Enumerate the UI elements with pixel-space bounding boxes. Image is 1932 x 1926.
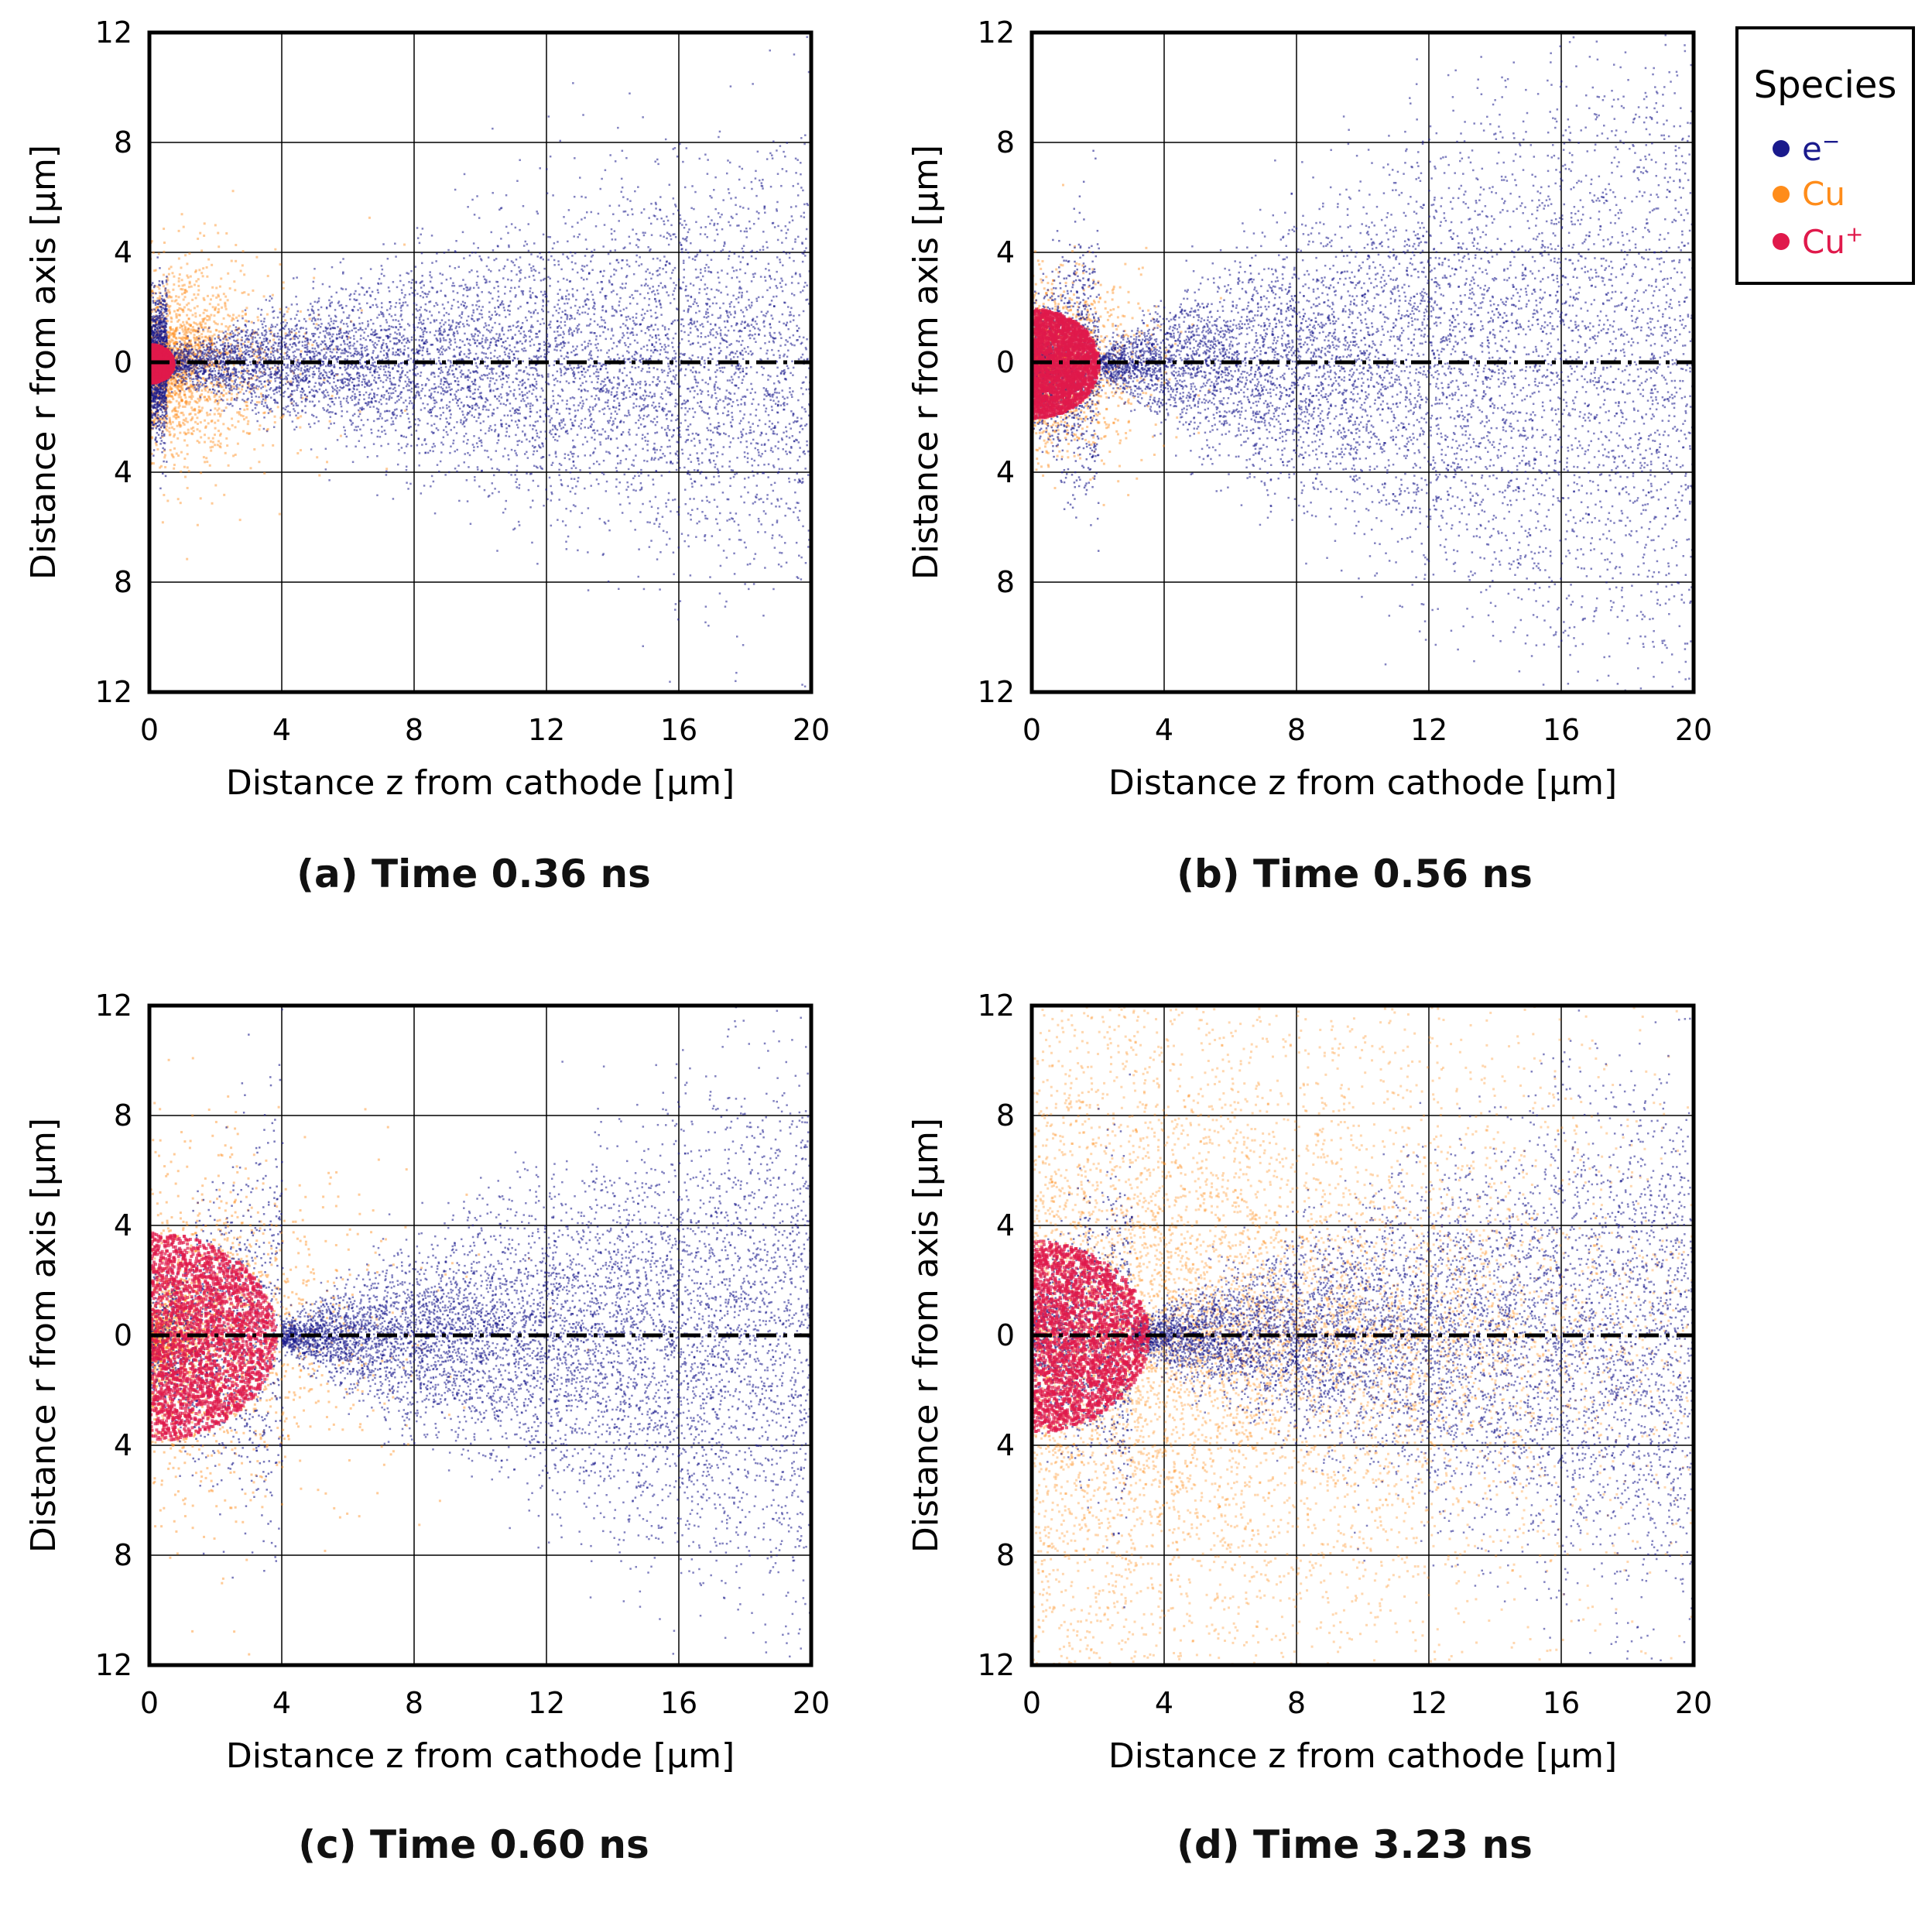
y-tick-label: 4 xyxy=(996,235,1015,269)
y-tick-label: 8 xyxy=(996,1098,1015,1133)
y-tick-label: 8 xyxy=(996,565,1015,599)
legend-item-cu: Cu xyxy=(1773,175,1845,213)
y-tick-label: 4 xyxy=(114,235,132,269)
x-tick-label: 8 xyxy=(1287,1686,1306,1720)
x-tick-label: 20 xyxy=(1675,1686,1712,1720)
panel-c: 0 4 8 12 16 20 12 8 4 0 4 8 12 Distance z from cathod… xyxy=(24,989,830,1776)
x-tick-label: 8 xyxy=(1287,713,1306,747)
x-tick-label: 16 xyxy=(660,713,697,747)
x-tick-label: 16 xyxy=(1543,713,1580,747)
x-tick-label: 20 xyxy=(793,713,830,747)
panel-a: 0 4 8 12 16 20 12 8 4 0 4 8 12 Distance z from cathod… xyxy=(24,15,830,803)
y-tick-label: 8 xyxy=(114,1538,132,1572)
x-tick-label: 0 xyxy=(140,713,159,747)
legend: Species e− Cu Cu+ xyxy=(1735,26,1915,285)
y-tick-label: 0 xyxy=(996,345,1015,379)
x-tick-label: 4 xyxy=(1155,713,1173,747)
x-tick-label: 16 xyxy=(1543,1686,1580,1720)
y-tick-label: 12 xyxy=(95,989,132,1023)
legend-dot-electron xyxy=(1773,140,1790,157)
x-tick-label: 12 xyxy=(528,713,565,747)
figure: 0 4 8 12 16 20 12 8 4 0 4 8 12 Distance z from cathod… xyxy=(0,0,1932,1926)
y-axis-label: Distance r from axis [μm] xyxy=(906,1118,946,1553)
caption-a: (a) Time 0.36 ns xyxy=(87,852,861,896)
x-tick-label: 8 xyxy=(405,713,423,747)
x-tick-label: 16 xyxy=(660,1686,697,1720)
y-tick-label: 8 xyxy=(114,565,132,599)
y-tick-label: 8 xyxy=(996,1538,1015,1572)
x-tick-label: 20 xyxy=(1675,713,1712,747)
y-tick-label: 4 xyxy=(996,455,1015,489)
x-tick-label: 8 xyxy=(405,1686,423,1720)
y-axis-label: Distance r from axis [μm] xyxy=(24,1118,63,1553)
x-tick-label: 0 xyxy=(1023,713,1041,747)
legend-label-cu: Cu xyxy=(1802,175,1845,213)
y-tick-label: 4 xyxy=(114,455,132,489)
caption-c: (c) Time 0.60 ns xyxy=(87,1822,861,1867)
x-tick-label: 12 xyxy=(1410,713,1447,747)
x-tick-label: 4 xyxy=(1155,1686,1173,1720)
legend-item-cu-ion: Cu+ xyxy=(1773,221,1863,261)
x-tick-label: 0 xyxy=(140,1686,159,1720)
panel-d: 0 4 8 12 16 20 12 8 4 0 4 8 12 Distance z from cathod… xyxy=(906,989,1712,1776)
y-tick-label: 8 xyxy=(996,125,1015,159)
x-tick-label: 4 xyxy=(272,713,291,747)
y-tick-label: 12 xyxy=(978,15,1015,50)
legend-title: Species xyxy=(1738,63,1912,107)
x-axis-label: Distance z from cathode [μm] xyxy=(226,1736,735,1776)
x-tick-label: 4 xyxy=(272,1686,291,1720)
y-tick-label: 4 xyxy=(114,1208,132,1242)
y-tick-label: 12 xyxy=(978,1648,1015,1682)
x-tick-label: 12 xyxy=(1410,1686,1447,1720)
x-axis-label: Distance z from cathode [μm] xyxy=(1108,1736,1617,1776)
y-tick-label: 12 xyxy=(978,989,1015,1023)
y-tick-label: 0 xyxy=(996,1318,1015,1352)
legend-label-electron: e− xyxy=(1802,129,1840,168)
y-tick-label: 12 xyxy=(95,1648,132,1682)
y-tick-label: 4 xyxy=(114,1428,132,1462)
panel-b: 0 4 8 12 16 20 12 8 4 0 4 8 12 Distance z from cathod… xyxy=(906,15,1712,803)
x-tick-label: 0 xyxy=(1023,1686,1041,1720)
x-axis-label: Distance z from cathode [μm] xyxy=(1108,763,1617,803)
y-tick-label: 0 xyxy=(114,1318,132,1352)
x-tick-label: 20 xyxy=(793,1686,830,1720)
legend-item-electron: e− xyxy=(1773,129,1840,168)
legend-dot-cu-ion xyxy=(1773,233,1790,250)
legend-dot-cu xyxy=(1773,186,1790,203)
y-tick-label: 4 xyxy=(996,1428,1015,1462)
y-tick-label: 8 xyxy=(114,1098,132,1133)
y-tick-label: 4 xyxy=(996,1208,1015,1242)
legend-label-cu-ion: Cu+ xyxy=(1802,221,1863,261)
y-tick-label: 12 xyxy=(95,15,132,50)
caption-d: (d) Time 3.23 ns xyxy=(968,1822,1742,1867)
y-tick-label: 0 xyxy=(114,345,132,379)
y-tick-label: 12 xyxy=(95,675,132,709)
x-axis-label: Distance z from cathode [μm] xyxy=(226,763,735,803)
y-tick-label: 8 xyxy=(114,125,132,159)
caption-b: (b) Time 0.56 ns xyxy=(968,852,1742,896)
y-axis-label: Distance r from axis [μm] xyxy=(24,145,63,580)
x-tick-label: 12 xyxy=(528,1686,565,1720)
y-axis-label: Distance r from axis [μm] xyxy=(906,145,946,580)
y-tick-label: 12 xyxy=(978,675,1015,709)
